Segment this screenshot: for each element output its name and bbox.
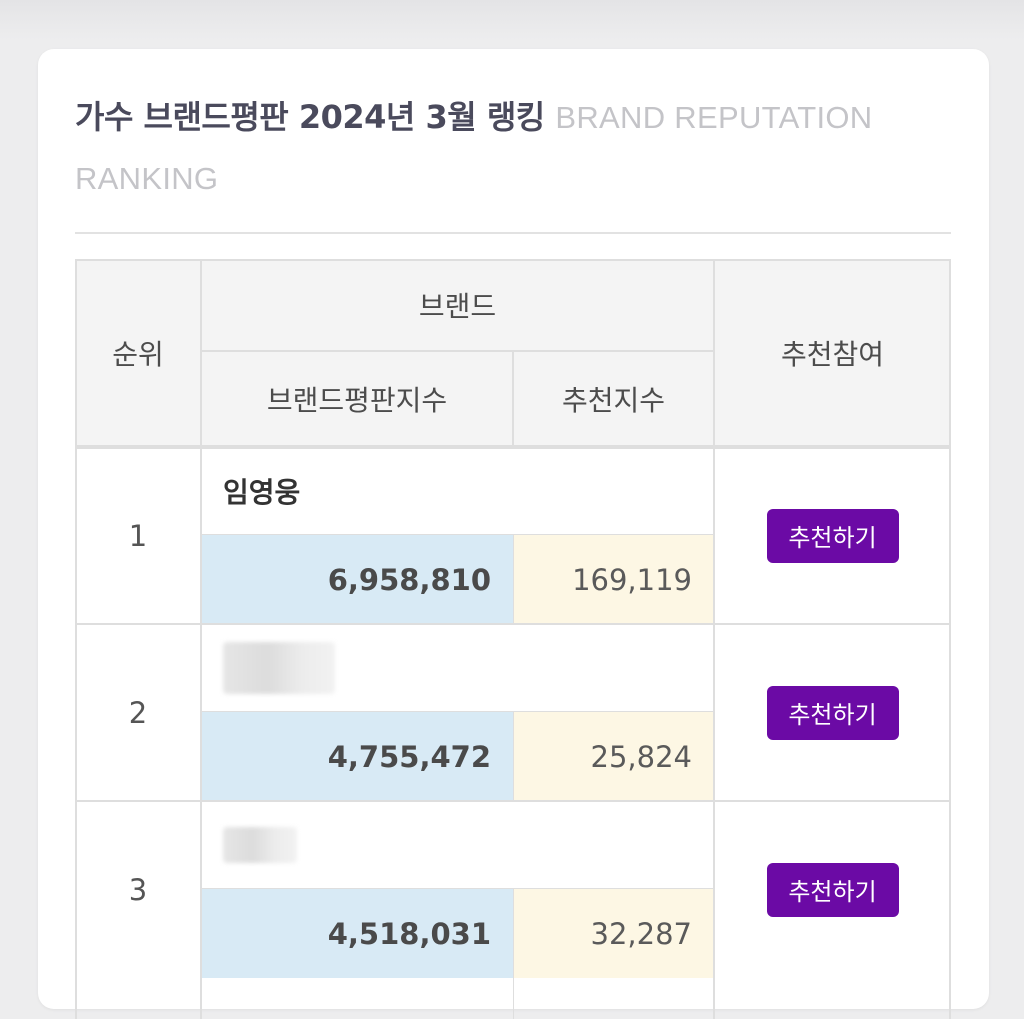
grid-line	[200, 259, 202, 1019]
blurred-brand-name	[223, 827, 297, 863]
header-brand: 브랜드	[201, 259, 714, 351]
grid-line	[75, 259, 951, 261]
brand-index-cell: 6,958,810	[201, 535, 513, 624]
recommend-index-cell: 25,824	[513, 712, 714, 801]
brand-name: 임영웅	[223, 476, 301, 509]
rank-value: 2	[128, 695, 148, 730]
recommend-join-cell: 추천하기	[714, 447, 951, 624]
table-row-rank: 1	[75, 447, 201, 624]
brand-index-cell: 4,755,472	[201, 712, 513, 801]
brand-index-value: 6,958,810	[327, 562, 491, 597]
header-recommend-join-label: 추천참여	[780, 338, 885, 371]
recommend-join-cell: 추천하기	[714, 624, 951, 801]
brand-name-cell	[201, 801, 714, 889]
grid-line	[949, 259, 951, 1019]
grid-line	[201, 350, 714, 352]
grid-line	[75, 800, 951, 802]
ranking-card: 가수 브랜드평판 2024년 3월 랭킹 BRAND REPUTATION RA…	[38, 49, 989, 1019]
grid-line	[512, 351, 514, 447]
recommend-join-cell: 추천하기	[714, 801, 951, 978]
title-subtitle: BRAND REPUTATION RANKING	[75, 100, 873, 196]
header-recommend-join: 추천참여	[714, 259, 951, 447]
grid-line	[201, 888, 714, 889]
top-shadow	[0, 0, 1024, 40]
recommend-index-value: 169,119	[572, 562, 692, 597]
header-brand-label: 브랜드	[418, 290, 497, 323]
grid-line	[75, 259, 77, 1019]
recommend-button[interactable]: 추천하기	[766, 685, 899, 740]
grid-line	[201, 534, 714, 535]
rank-value: 1	[128, 518, 148, 553]
title-main: 가수 브랜드평판 2024년 3월 랭킹	[75, 98, 545, 136]
recommend-button[interactable]: 추천하기	[766, 508, 899, 563]
recommend-index-value: 25,824	[590, 739, 692, 774]
grid-line	[75, 623, 951, 625]
brand-name-cell	[201, 624, 714, 712]
grid-line	[513, 889, 514, 1019]
table-row-rank: 2	[75, 624, 201, 801]
header-rank: 순위	[75, 259, 201, 447]
recommend-index-cell: 32,287	[513, 889, 714, 978]
grid-line	[713, 259, 715, 1019]
brand-index-value: 4,518,031	[327, 916, 491, 951]
grid-line	[201, 711, 714, 712]
brand-index-value: 4,755,472	[327, 739, 491, 774]
blurred-brand-name	[223, 642, 335, 694]
header-brand-index-label: 브랜드평판지수	[266, 384, 448, 417]
recommend-index-value: 32,287	[590, 916, 692, 951]
grid-line	[75, 445, 951, 449]
header-recommend-index: 추천지수	[513, 351, 714, 447]
brand-index-cell: 4,518,031	[201, 889, 513, 978]
recommend-button[interactable]: 추천하기	[766, 862, 899, 917]
title-divider	[75, 232, 951, 234]
rank-value: 3	[128, 872, 148, 907]
page-title: 가수 브랜드평판 2024년 3월 랭킹 BRAND REPUTATION RA…	[75, 87, 955, 209]
recommend-index-cell: 169,119	[513, 535, 714, 624]
ranking-table: 순위 브랜드 브랜드평판지수 추천지수 추천참여 1 임영웅 6,958,810…	[75, 259, 951, 1019]
header-recommend-index-label: 추천지수	[561, 384, 666, 417]
grid-line	[513, 535, 514, 624]
grid-line	[513, 712, 514, 801]
table-row-rank: 3	[75, 801, 201, 978]
header-rank-label: 순위	[112, 338, 164, 371]
header-brand-index: 브랜드평판지수	[201, 351, 513, 447]
brand-name-cell: 임영웅	[201, 447, 714, 535]
